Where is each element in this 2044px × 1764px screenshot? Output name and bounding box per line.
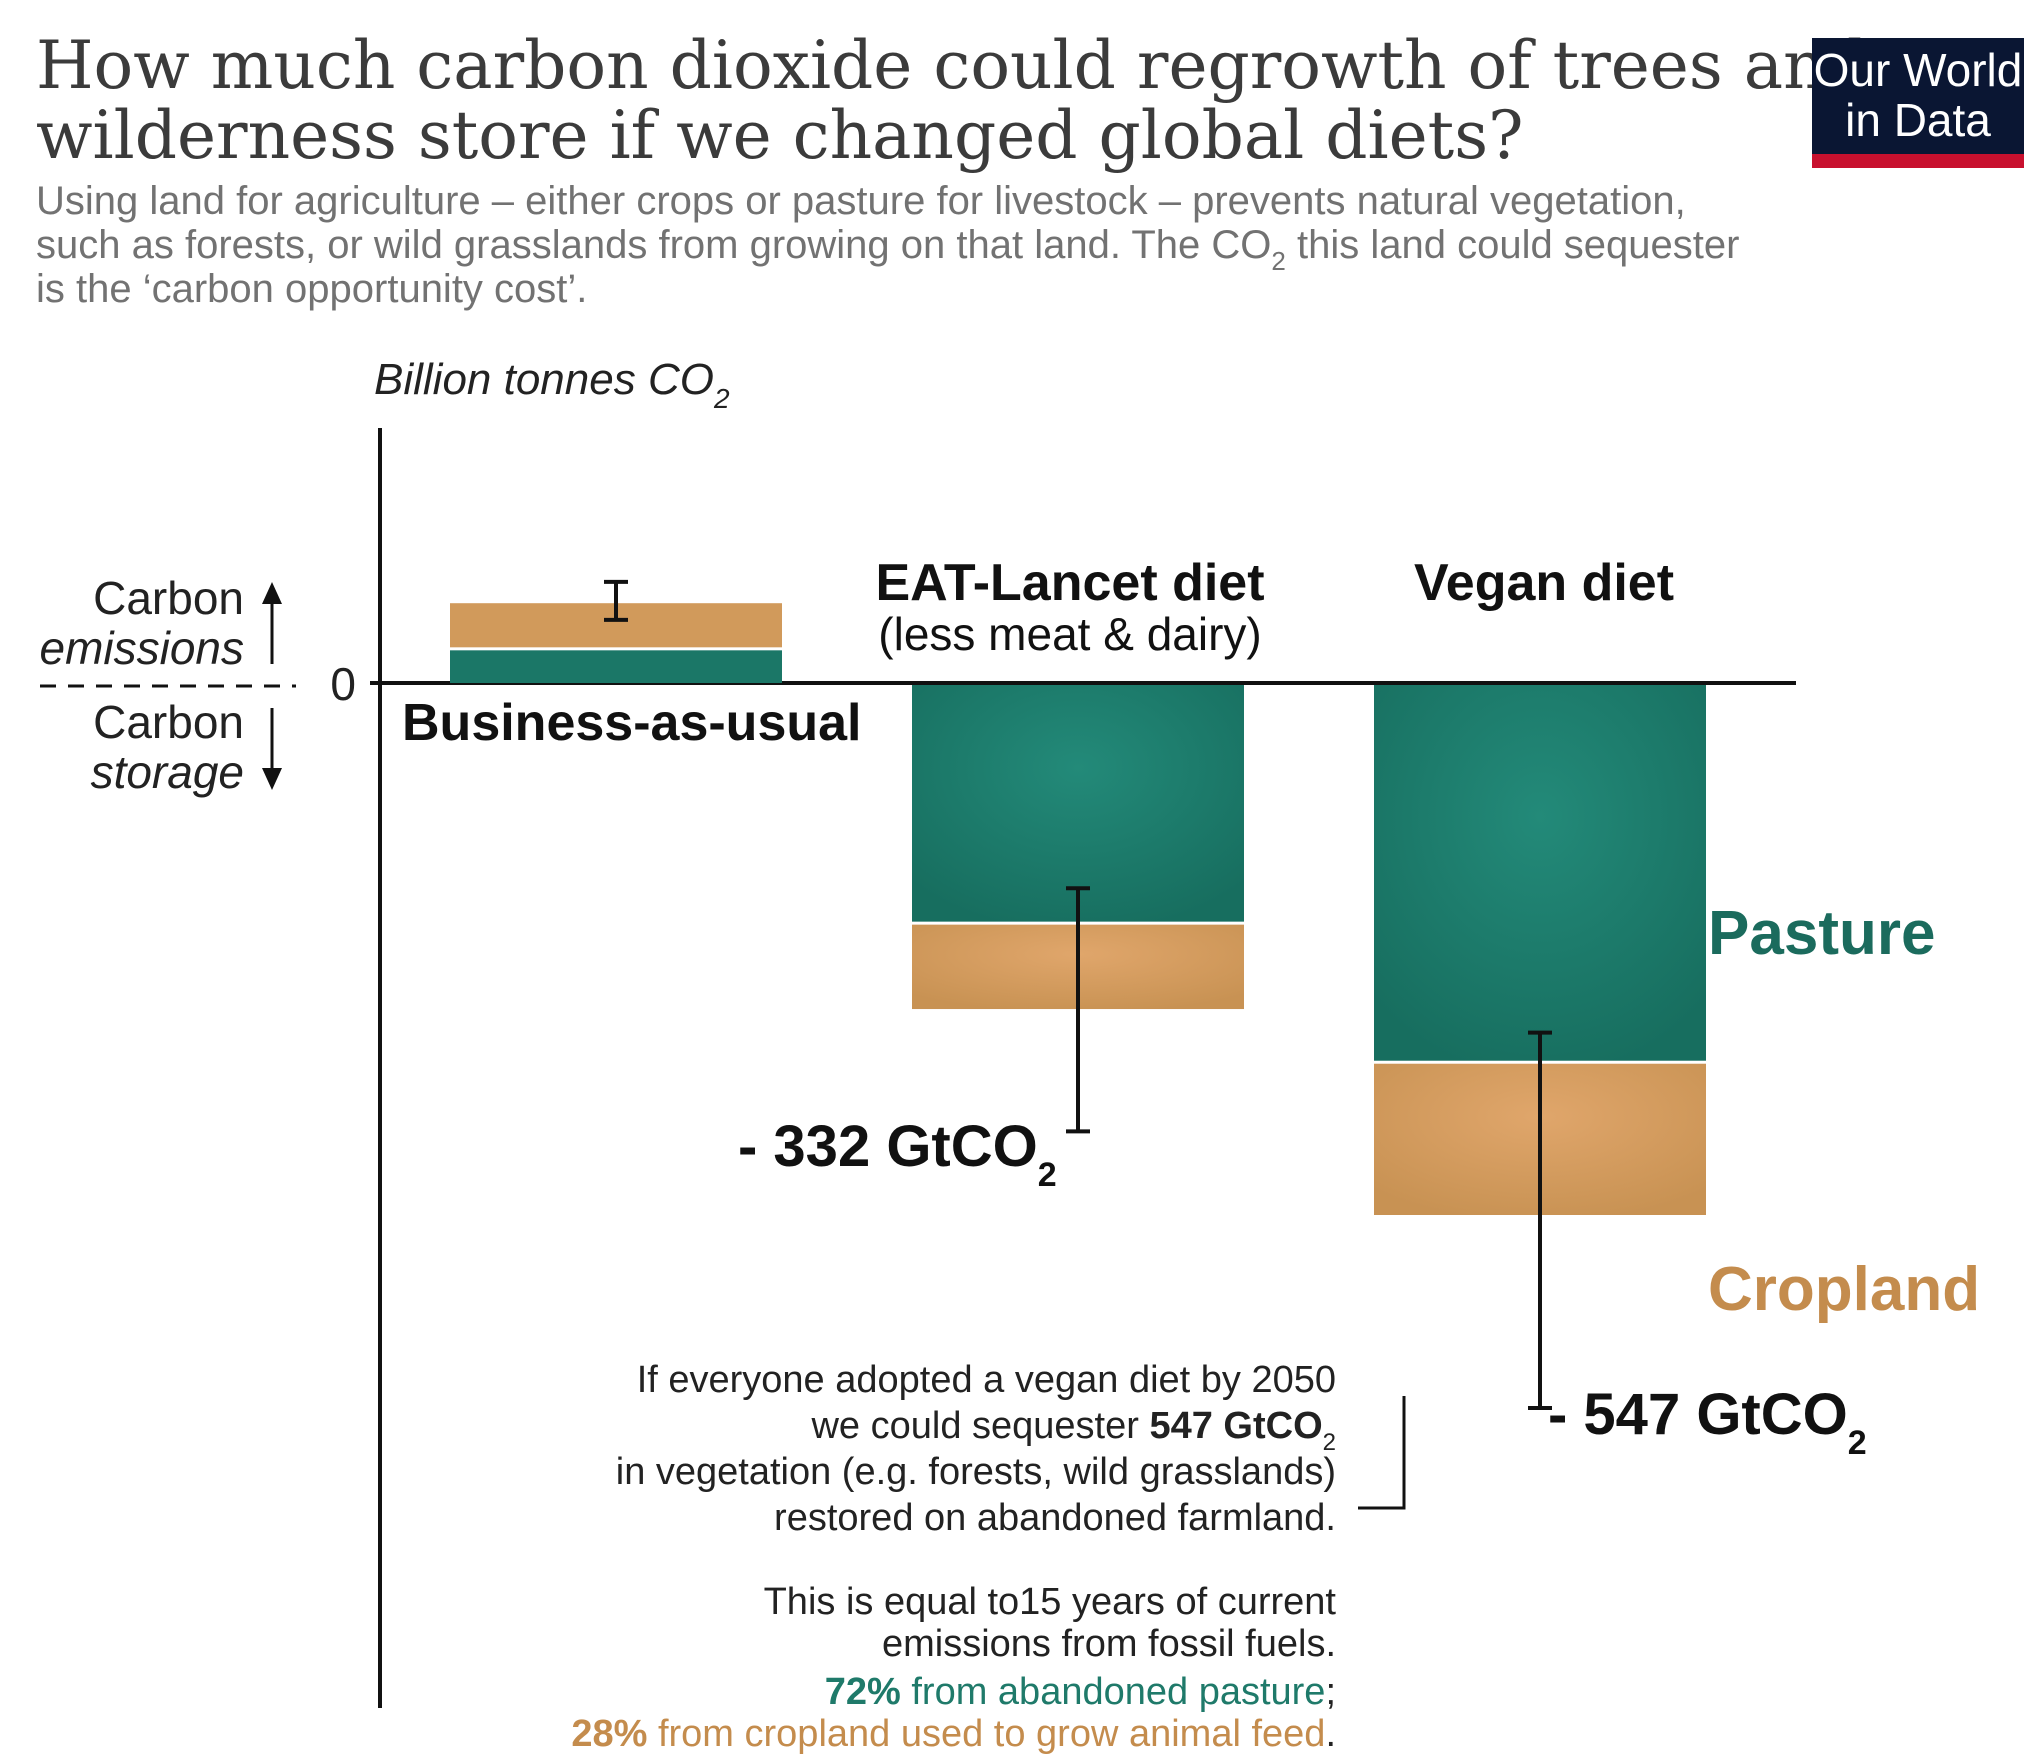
logo-background <box>1812 38 2024 154</box>
category-subtitle-eat-lancet: (less meat & dairy) <box>878 608 1261 660</box>
arrow-down-icon <box>262 708 282 790</box>
subtitle-line-3: is the ‘carbon opportunity cost’. <box>36 267 587 311</box>
storage-label-word-2: storage <box>91 746 244 798</box>
bar-business-as-usual-pasture <box>450 650 782 683</box>
storage-label-word-1: Carbon <box>93 696 244 748</box>
annotation-line-3: in vegetation (e.g. forests, wild grassl… <box>616 1451 1336 1493</box>
y-axis-unit-label: Billion tonnes CO2 <box>374 355 730 414</box>
logo-line-2: in Data <box>1845 94 1991 146</box>
bar-eat-lancet-pasture <box>912 685 1244 922</box>
annotation-line-4: restored on abandoned farmland. <box>774 1497 1336 1539</box>
annotation-line-5: This is equal to15 years of current <box>764 1581 1337 1623</box>
zero-tick-label: 0 <box>330 658 356 710</box>
chart-title-line-2: wilderness store if we changed global di… <box>36 97 1523 174</box>
subtitle-line-2: such as forests, or wild grasslands from… <box>36 223 1739 276</box>
logo-line-1: Our World <box>1814 44 2023 96</box>
annotation-pasture-share: 72% from abandoned pasture; <box>825 1671 1336 1713</box>
series-label-cropland: Cropland <box>1708 1255 1980 1324</box>
total-label-eat-lancet: - 332 GtCO2 <box>738 1114 1057 1194</box>
annotation-line-1: If everyone adopted a vegan diet by 2050 <box>637 1359 1336 1401</box>
series-label-pasture: Pasture <box>1708 899 1935 968</box>
arrow-up-icon <box>262 582 282 664</box>
error-bar-business-as-usual <box>604 579 628 622</box>
category-label-vegan: Vegan diet <box>1414 554 1674 612</box>
chart-title-line-1: How much carbon dioxide could regrowth o… <box>36 27 1868 104</box>
total-label-vegan: - 547 GtCO2 <box>1548 1382 1867 1462</box>
error-bar-vegan <box>1528 1030 1552 1411</box>
emissions-label-word-1: Carbon <box>93 572 244 624</box>
error-bar-eat-lancet <box>1066 886 1090 1134</box>
owid-logo[interactable]: Our World in Data <box>1812 38 2024 168</box>
annotation-line-2: we could sequester 547 GtCO2 <box>810 1405 1336 1456</box>
logo-accent-bar <box>1812 154 2024 168</box>
annotation-line-6: emissions from fossil fuels. <box>882 1623 1336 1665</box>
subtitle-line-1: Using land for agriculture – either crop… <box>36 179 1686 223</box>
annotation-bracket <box>1358 1396 1406 1510</box>
emissions-label-word-2: emissions <box>39 622 244 674</box>
bar-vegan-pasture <box>1374 685 1706 1061</box>
category-label-eat-lancet: EAT-Lancet diet <box>875 554 1264 612</box>
category-label-business-as-usual: Business-as-usual <box>402 694 862 752</box>
annotation-cropland-share: 28% from cropland used to grow animal fe… <box>571 1713 1336 1755</box>
